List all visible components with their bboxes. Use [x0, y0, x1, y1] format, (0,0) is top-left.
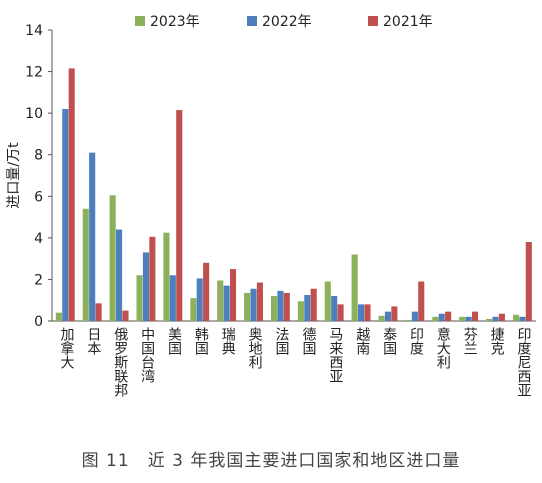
bar [244, 292, 251, 321]
bar [109, 195, 116, 321]
legend-swatch [135, 16, 145, 26]
bar [358, 304, 365, 321]
bar [351, 254, 358, 321]
x-tick-label: 美国 [166, 327, 182, 355]
bar [190, 298, 197, 321]
bar [223, 285, 230, 321]
bar [89, 152, 96, 321]
bar [136, 275, 143, 321]
bar [391, 306, 398, 321]
bar [68, 68, 75, 321]
bar [163, 232, 170, 321]
bar [411, 311, 418, 321]
bar [283, 292, 290, 321]
bar [405, 319, 412, 321]
y-tick-label: 12 [25, 65, 43, 81]
figure-caption: 图 11 近 3 年我国主要进口国家和地区进口量 [81, 451, 461, 471]
x-tick-label: 印度 [408, 327, 424, 355]
bar [364, 304, 371, 321]
x-tick-label: 捷克 [489, 327, 505, 356]
bar [62, 108, 69, 322]
bar [331, 296, 338, 321]
bar [525, 242, 532, 321]
y-tick-label: 6 [34, 189, 43, 205]
bar [116, 229, 123, 321]
bar [169, 275, 176, 321]
y-axis-title: 进口量/万t [6, 142, 22, 209]
bar [203, 262, 210, 321]
bar [176, 110, 183, 321]
bar [378, 315, 385, 321]
x-tick-label: 奥地利 [247, 326, 263, 369]
bar [277, 290, 284, 321]
x-tick-label: 越南 [354, 327, 370, 355]
bar [297, 301, 304, 321]
x-tick-label: 俄罗斯联邦 [112, 327, 128, 397]
bar [465, 316, 472, 321]
bar [229, 269, 237, 321]
bar [95, 303, 102, 321]
x-tick-label: 日本 [85, 327, 101, 355]
y-tick-label: 2 [34, 272, 43, 288]
x-tick-label: 加拿大 [58, 327, 74, 369]
bar [519, 316, 526, 321]
y-tick-label: 14 [25, 23, 43, 39]
x-tick-label: 芬兰 [462, 327, 478, 355]
bar [196, 278, 203, 321]
x-tick-label: 印度尼西亚 [516, 327, 532, 397]
bar [498, 313, 505, 321]
bar [459, 316, 466, 321]
bar [55, 312, 62, 321]
legend-label: 2023年 [150, 14, 200, 30]
bar [337, 304, 344, 321]
x-tick-label: 泰国 [381, 327, 397, 355]
x-tick-label: 瑞典 [220, 327, 236, 355]
bar [471, 311, 479, 321]
legend-label: 2022年 [262, 14, 312, 30]
bar [256, 282, 263, 321]
bar [304, 295, 311, 321]
y-tick-label: 10 [25, 106, 43, 122]
bar [217, 280, 224, 321]
bar [142, 252, 150, 321]
bar [432, 316, 439, 321]
bar [492, 316, 499, 321]
bar-chart: 0 2 4 6 8 10 12 14 进口量/万t 加拿大 日本 俄罗斯联邦 中国台湾 美国 韩国 瑞典 奥地利… [6, 14, 536, 397]
legend-label: 2021年 [383, 14, 433, 30]
bar [512, 314, 520, 321]
x-tick-label: 中国台湾 [139, 327, 155, 383]
bar [418, 281, 425, 321]
x-tick-label: 德国 [300, 327, 316, 355]
bar [438, 313, 445, 321]
legend-swatch [247, 16, 257, 26]
bar [486, 318, 493, 321]
x-tick-label: 法国 [274, 327, 290, 355]
bar [310, 288, 317, 321]
bar [82, 208, 89, 321]
legend-swatch [368, 16, 378, 26]
bar [384, 311, 392, 321]
bar [149, 236, 156, 321]
bar [324, 281, 331, 321]
bar [122, 310, 129, 321]
y-tick-label: 4 [34, 231, 43, 247]
x-tick-label: 意大利 [435, 326, 451, 369]
x-tick-label: 韩国 [193, 327, 209, 355]
bar [270, 296, 278, 321]
bar [445, 311, 452, 321]
bar [250, 288, 257, 321]
x-tick-label: 马来西亚 [327, 327, 343, 383]
y-tick-label: 8 [34, 148, 43, 164]
y-tick-label: 0 [34, 314, 43, 330]
